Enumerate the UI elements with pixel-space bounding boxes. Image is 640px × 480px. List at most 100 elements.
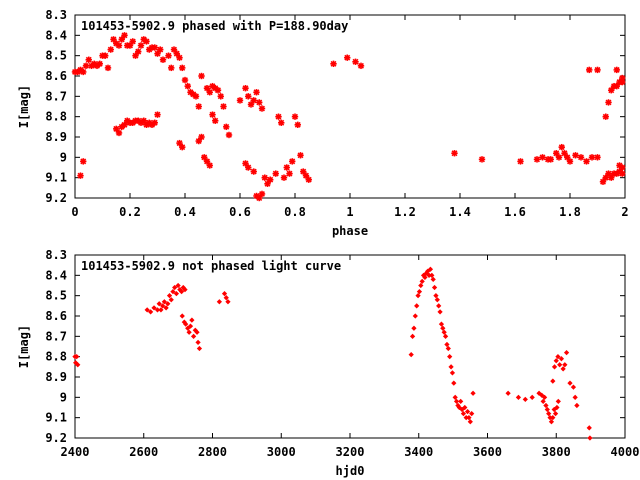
data-point [550, 378, 556, 384]
data-point [577, 154, 585, 161]
data-point [258, 105, 266, 112]
plot-frame [74, 14, 626, 199]
data-point [449, 370, 456, 376]
data-point [102, 52, 109, 59]
data-point [135, 48, 142, 55]
x-tick-label: 3200 [336, 445, 365, 459]
data-point [184, 82, 191, 90]
data-point [438, 321, 445, 327]
y-tick-label: 8.7 [45, 89, 67, 103]
data-point [85, 56, 92, 63]
data-point [330, 60, 337, 67]
data-point [189, 317, 195, 323]
chart-title: 101453-5902.9 not phased light curve [81, 259, 341, 273]
data-point [267, 176, 274, 183]
data-point [409, 333, 416, 339]
y-tick-label: 8.6 [45, 309, 67, 323]
data-point [190, 333, 197, 339]
data-point [427, 266, 434, 272]
y-tick-label: 8.6 [45, 69, 67, 83]
data-point [436, 303, 442, 309]
unphased-light-curve-chart: 2400 2600 2800 3000 3200 3400 3600 3800 4000 8.3 8… [17, 248, 639, 478]
data-point [132, 52, 139, 59]
data-point [175, 282, 181, 289]
data-point [75, 362, 81, 368]
x-axis-label: phase [332, 224, 368, 238]
data-point [181, 76, 189, 84]
data-point [619, 164, 626, 171]
data-point [297, 152, 304, 159]
data-point [452, 394, 458, 400]
data-point [198, 72, 205, 80]
data-point [144, 307, 150, 313]
data-point [411, 325, 417, 331]
x-tick-label: 0 [71, 205, 78, 219]
data-point [414, 303, 420, 309]
data-point [161, 299, 167, 305]
data-point [553, 150, 560, 157]
data-point [478, 156, 486, 163]
data-point [357, 62, 365, 70]
x-tick-label: 0.6 [229, 205, 251, 219]
data-point [176, 54, 183, 61]
data-point [305, 176, 312, 183]
x-tick-label: 0.2 [119, 205, 141, 219]
data-point [551, 364, 558, 370]
data-point [517, 158, 524, 165]
data-point [151, 119, 158, 126]
data-point [464, 408, 471, 415]
data-point [183, 321, 189, 327]
x-tick-label: 0.4 [174, 205, 196, 219]
data-point [458, 398, 464, 405]
data-point [444, 341, 450, 348]
data-point [236, 97, 244, 104]
data-point [558, 143, 565, 151]
data-point [151, 305, 157, 311]
y-tick-label: 8.5 [45, 289, 67, 303]
data-point [113, 125, 120, 133]
data-point [165, 52, 172, 59]
data-point [466, 415, 472, 421]
data-point [166, 293, 173, 299]
x-tick-label: 1.6 [504, 205, 526, 219]
chart-title: 101453-5902.9 phased with P=188.90day [81, 19, 348, 33]
data-point [586, 66, 593, 74]
data-point [602, 113, 609, 120]
data-point [547, 156, 554, 163]
data-point [552, 410, 559, 417]
y-tick-label: 8.8 [45, 110, 67, 124]
data-point [429, 272, 435, 278]
data-point [280, 174, 288, 181]
y-tick-label: 8.9 [45, 130, 67, 144]
data-point [110, 36, 117, 43]
data-point [195, 137, 202, 145]
data-point [586, 425, 592, 431]
data-point [283, 164, 290, 171]
y-tick-label: 8.8 [45, 350, 67, 364]
data-point [221, 291, 228, 297]
data-point [212, 117, 219, 124]
y-tick-label: 9.2 [45, 431, 67, 445]
data-point [605, 99, 612, 106]
data-point [186, 329, 192, 335]
data-point [286, 170, 293, 177]
data-point [294, 121, 301, 128]
y-tick-label: 8.4 [45, 268, 67, 282]
y-tick-label: 9.2 [45, 191, 67, 205]
data-point [560, 366, 566, 372]
data-point [431, 284, 438, 291]
data-point [256, 99, 263, 106]
data-point [619, 170, 626, 177]
data-point [613, 66, 620, 74]
data-point [619, 78, 626, 86]
data-point [165, 301, 171, 307]
data-point [416, 288, 423, 295]
x-tick-label: 1.2 [394, 205, 416, 219]
data-point [344, 54, 351, 61]
data-point [302, 172, 310, 179]
data-point [182, 286, 188, 293]
data-point [206, 162, 213, 169]
data-point [176, 139, 183, 147]
data-point [225, 131, 233, 139]
